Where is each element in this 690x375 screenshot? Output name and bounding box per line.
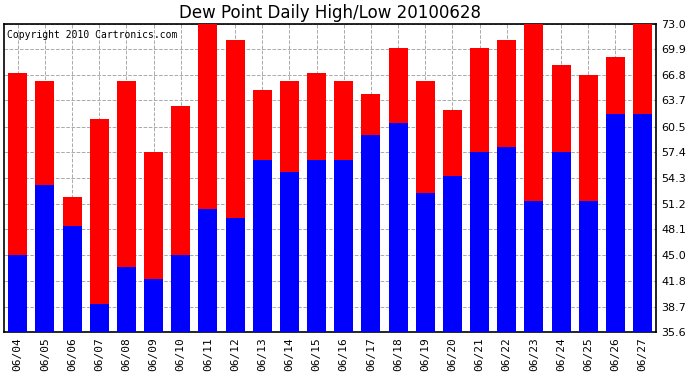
Bar bbox=[199, 24, 217, 332]
Text: Copyright 2010 Cartronics.com: Copyright 2010 Cartronics.com bbox=[8, 30, 178, 40]
Bar bbox=[307, 73, 326, 332]
Bar bbox=[551, 65, 571, 332]
Bar bbox=[226, 40, 244, 332]
Bar bbox=[35, 184, 55, 332]
Bar bbox=[253, 90, 272, 332]
Title: Dew Point Daily High/Low 20100628: Dew Point Daily High/Low 20100628 bbox=[179, 4, 481, 22]
Bar bbox=[90, 304, 109, 332]
Bar bbox=[606, 57, 625, 332]
Bar bbox=[35, 81, 55, 332]
Bar bbox=[633, 114, 652, 332]
Bar bbox=[551, 152, 571, 332]
Bar bbox=[524, 24, 543, 332]
Bar bbox=[497, 40, 516, 332]
Bar bbox=[388, 123, 408, 332]
Bar bbox=[334, 160, 353, 332]
Bar bbox=[226, 217, 244, 332]
Bar bbox=[606, 114, 625, 332]
Bar bbox=[579, 75, 598, 332]
Bar bbox=[388, 48, 408, 332]
Bar bbox=[443, 110, 462, 332]
Bar bbox=[362, 94, 380, 332]
Bar bbox=[8, 255, 28, 332]
Bar bbox=[334, 81, 353, 332]
Bar bbox=[280, 172, 299, 332]
Bar bbox=[117, 267, 136, 332]
Bar bbox=[280, 81, 299, 332]
Bar bbox=[171, 255, 190, 332]
Bar bbox=[253, 160, 272, 332]
Bar bbox=[415, 81, 435, 332]
Bar bbox=[443, 176, 462, 332]
Bar bbox=[144, 279, 163, 332]
Bar bbox=[90, 118, 109, 332]
Bar bbox=[497, 147, 516, 332]
Bar bbox=[415, 193, 435, 332]
Bar bbox=[470, 48, 489, 332]
Bar bbox=[470, 152, 489, 332]
Bar bbox=[633, 24, 652, 332]
Bar bbox=[144, 152, 163, 332]
Bar bbox=[8, 73, 28, 332]
Bar bbox=[63, 226, 81, 332]
Bar bbox=[199, 209, 217, 332]
Bar bbox=[307, 160, 326, 332]
Bar bbox=[63, 197, 81, 332]
Bar bbox=[524, 201, 543, 332]
Bar bbox=[171, 106, 190, 332]
Bar bbox=[579, 201, 598, 332]
Bar bbox=[117, 81, 136, 332]
Bar bbox=[362, 135, 380, 332]
